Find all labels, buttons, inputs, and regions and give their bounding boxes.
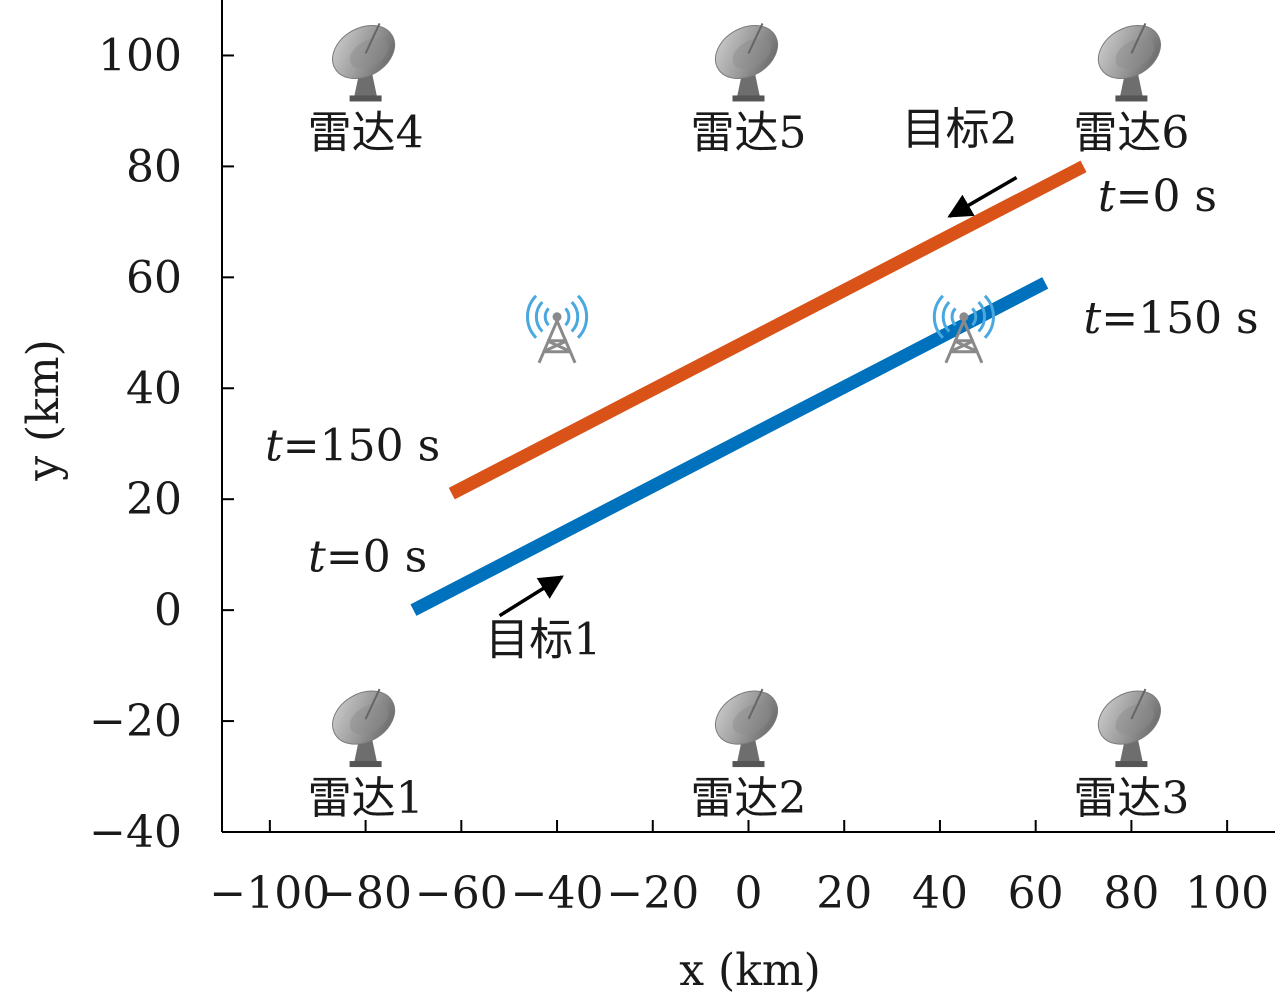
y-tick-label: 20 [126,474,182,525]
x-tick-label: 80 [1103,868,1159,919]
y-tick-label: −20 [89,696,182,747]
x-tick-label: −100 [209,868,330,919]
y-tick-label: 80 [126,141,182,192]
radar-dish-icon [332,23,396,102]
radar-dish-icon [332,688,396,768]
annotation-label-target1: 目标1 [485,615,601,666]
radar-label: 雷达6 [1073,107,1189,158]
x-tick-label: 60 [1008,868,1064,919]
radar-dish-icon [1097,688,1161,768]
y-tick-label: 0 [154,585,182,636]
arrow-target-1 [498,575,564,618]
arrow-target-2 [947,175,1018,218]
series-line-target-1 [410,277,1049,616]
y-tick-label: −40 [89,807,182,858]
y-tick-label: 40 [126,363,182,414]
x-tick-label: 100 [1185,868,1269,919]
y-axis-title: y (km) [18,339,69,482]
annotation-t150-target2: t=150 s [265,420,440,471]
axes: −100−80 −60 −40 −20 0 20 40 60 80 100−40−20020406… [89,0,1275,919]
x-tick-label: 0 [735,868,763,919]
x-tick-label: 40 [912,868,968,919]
radar-label: 雷达5 [691,107,807,158]
y-tick-label: 60 [126,252,182,303]
series-layer [410,160,1087,618]
radar-dish-icon [715,23,778,102]
annotation-t150-target1: t=150 s [1084,293,1259,344]
x-tick-label: 20 [816,868,872,919]
annotation-t0-target1: t=0 s [308,531,427,582]
radar-label: 雷达4 [308,107,424,158]
x-tick-label: −20 [606,868,699,919]
x-tick-label: −80 [319,868,412,919]
tower-icon [526,294,589,364]
radar-dish-icon [715,688,778,768]
radar-dish-icon [1097,23,1161,102]
text-layer: 雷达1 雷达2 雷达3 雷达4 雷达5 雷达6 t=0 s t=150 s t=0 s t=150… [265,104,1259,824]
radar-label: 雷达1 [308,773,424,824]
annotation-label-target2: 目标2 [902,104,1018,155]
series-line-target-2 [448,160,1087,500]
icons-layer [332,23,1161,768]
annotation-t0-target2: t=0 s [1098,171,1217,222]
radar-label: 雷达3 [1073,773,1189,824]
radar-label: 雷达2 [691,773,807,824]
y-tick-label: 100 [98,30,182,81]
x-tick-label: −40 [511,868,604,919]
x-axis-title: x (km) [679,945,821,996]
x-tick-label: −60 [415,868,508,919]
tower-icon [932,294,995,364]
